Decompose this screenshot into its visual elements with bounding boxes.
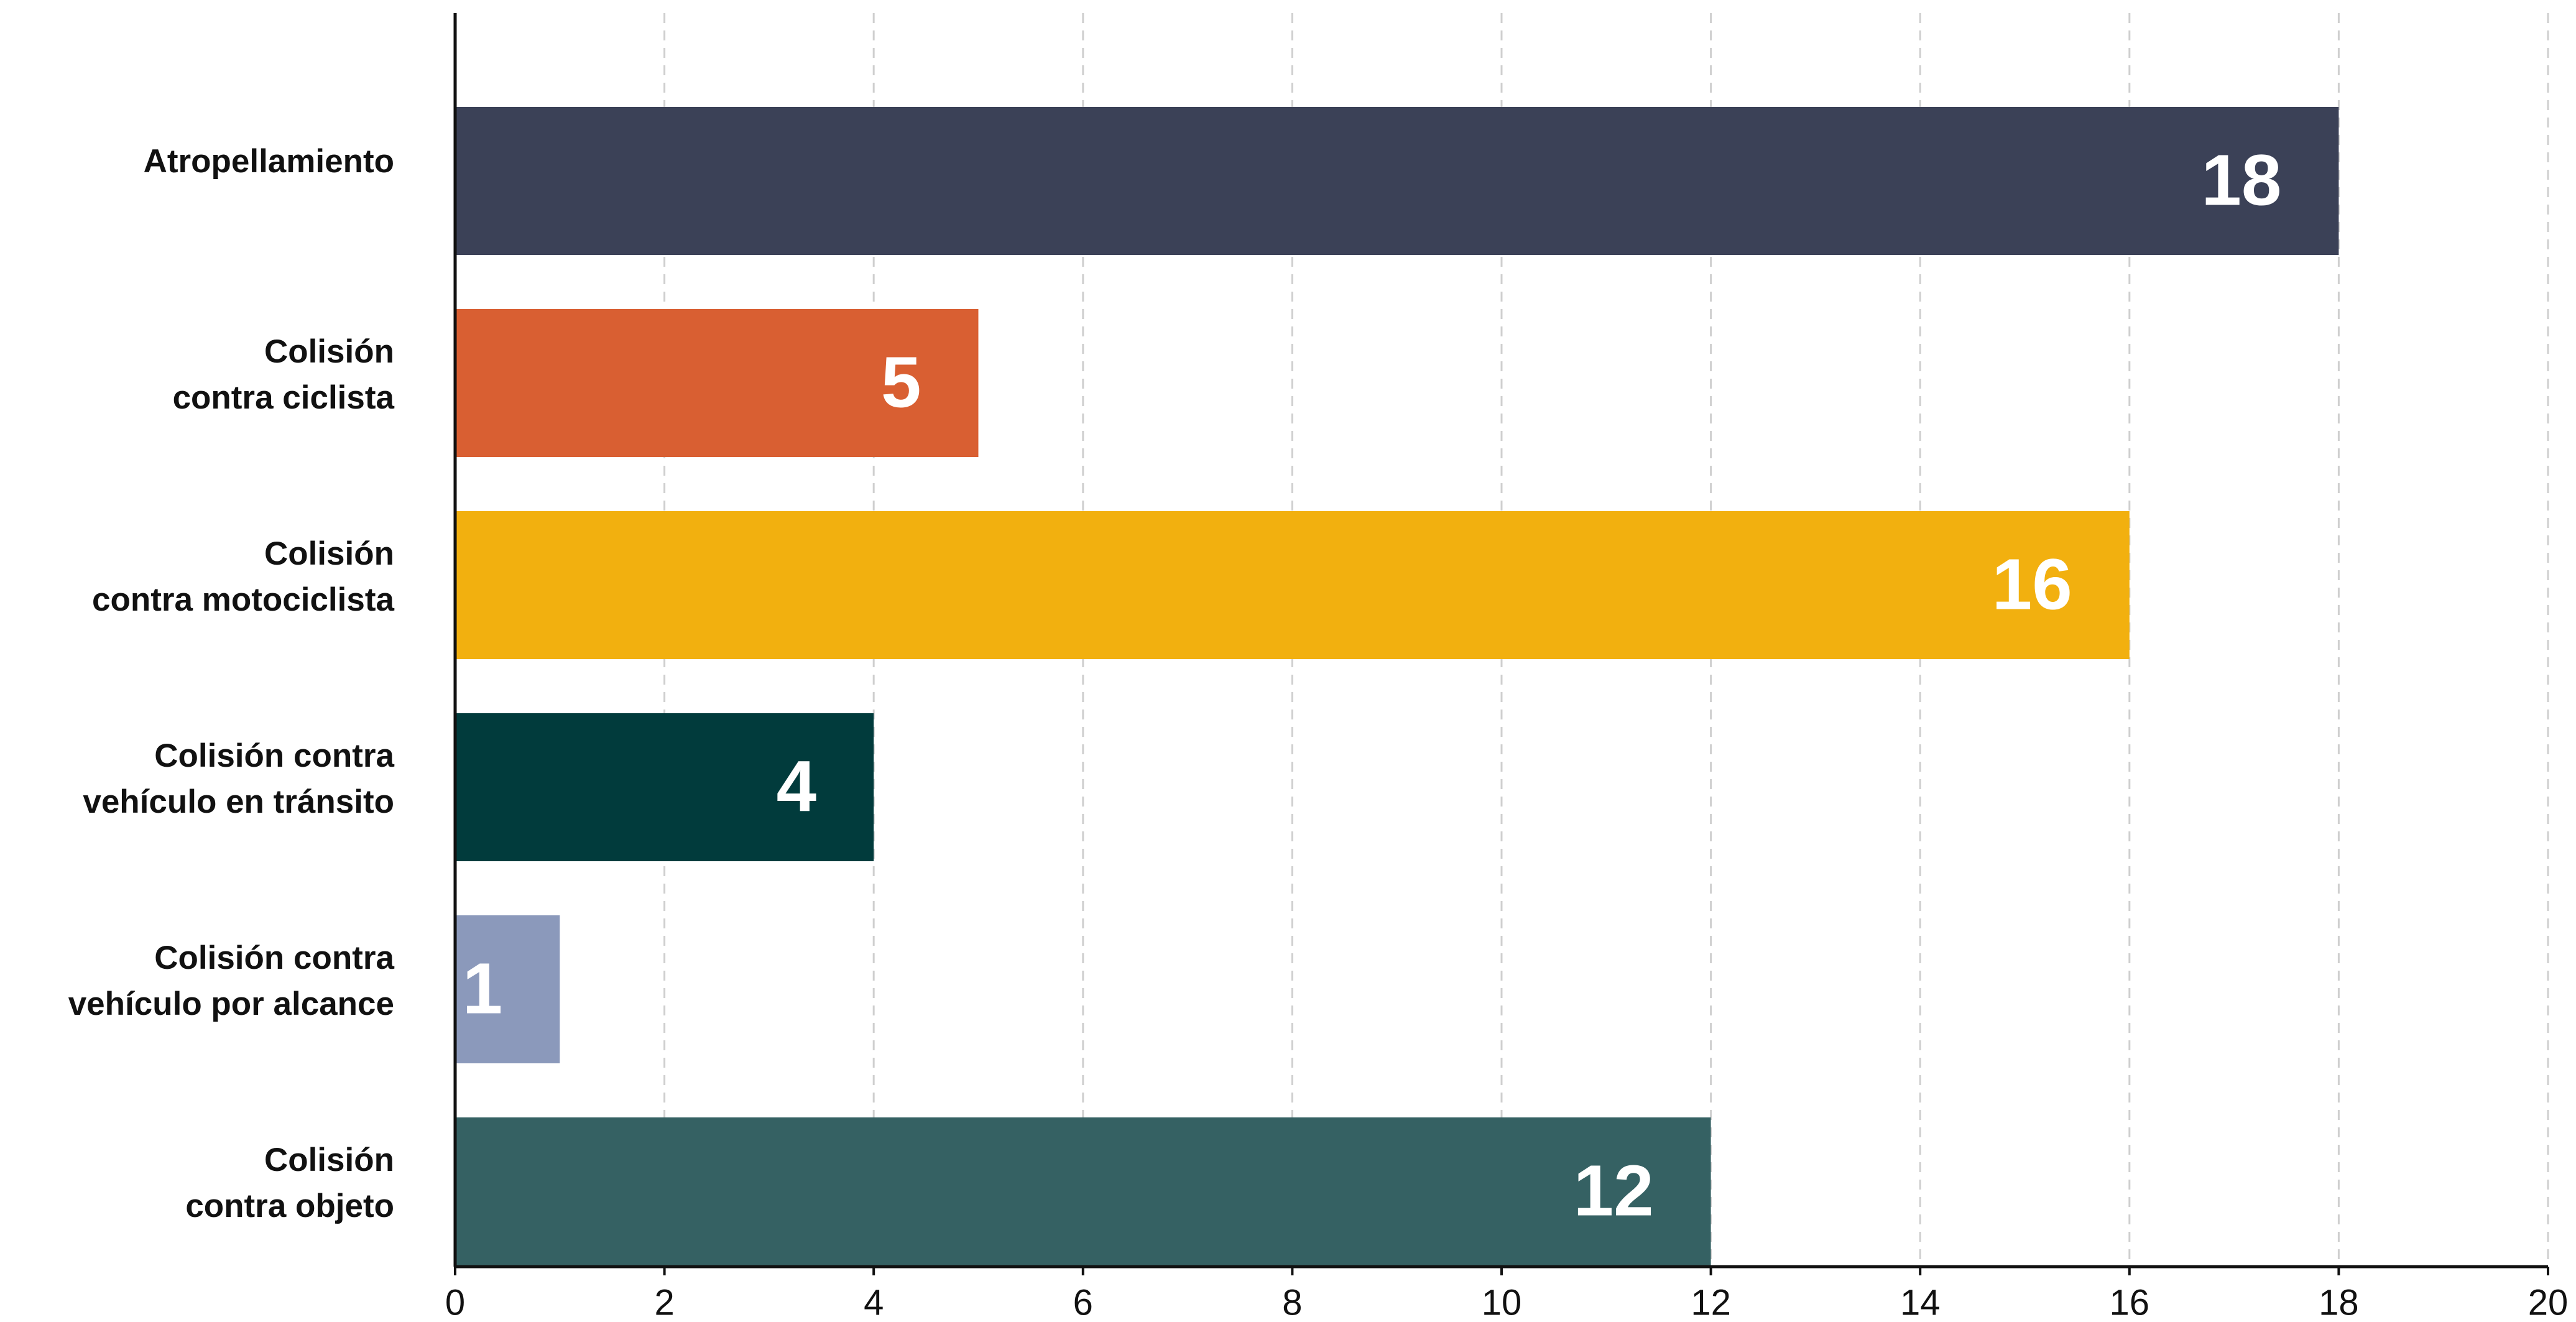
x-tick-label: 10 (1482, 1282, 1522, 1322)
bar (455, 511, 2130, 659)
y-tick-label-line: Colisión (264, 333, 394, 370)
x-tick-label: 20 (2528, 1282, 2569, 1322)
y-tick-label-line: vehículo por alcance (68, 986, 394, 1022)
value-label: 4 (777, 746, 817, 827)
y-tick-label: Atropellamiento (144, 143, 394, 180)
y-tick-label: Colisión contra motociclista (92, 535, 394, 618)
y-tick-label-line: Colisión contra (154, 940, 394, 976)
y-tick-label-line: contra objeto (185, 1188, 394, 1224)
y-tick-label-line: Colisión (264, 535, 394, 572)
x-tick-label: 14 (1900, 1282, 1941, 1322)
y-tick-label-line: vehículo en tránsito (83, 783, 394, 820)
y-tick-label: Colisión contra objeto (185, 1142, 394, 1224)
x-tick-label: 0 (445, 1282, 465, 1322)
x-tick-label: 18 (2319, 1282, 2359, 1322)
value-label: 18 (2201, 140, 2281, 221)
value-label: 5 (881, 342, 921, 423)
y-tick-label-line: contra ciclista (173, 379, 395, 416)
y-tick-label-line: Colisión (264, 1142, 394, 1178)
bar (455, 713, 874, 861)
x-tick-label: 12 (1691, 1282, 1731, 1322)
y-tick-label-line: contra motociclista (92, 581, 394, 618)
bar (455, 107, 2339, 255)
value-label: 12 (1574, 1150, 1654, 1231)
y-tick-label: Colisión contra ciclista (173, 333, 395, 416)
bar (455, 309, 979, 457)
x-tick-label: 6 (1073, 1282, 1093, 1322)
bar (455, 915, 560, 1063)
x-tick-label: 16 (2110, 1282, 2150, 1322)
y-tick-label-line: Colisión contra (154, 737, 394, 774)
y-tick-label: Colisión contra vehículo en tránsito (83, 737, 394, 820)
y-tick-label: Colisión contra vehículo por alcance (68, 940, 395, 1022)
x-tick-label: 4 (864, 1282, 884, 1322)
x-tick-label: 2 (654, 1282, 674, 1322)
value-label: 16 (1992, 544, 2072, 625)
bar (455, 1117, 1711, 1265)
y-tick-label-line: Atropellamiento (144, 143, 394, 180)
value-label: 1 (463, 948, 503, 1029)
x-tick-label: 8 (1282, 1282, 1302, 1322)
